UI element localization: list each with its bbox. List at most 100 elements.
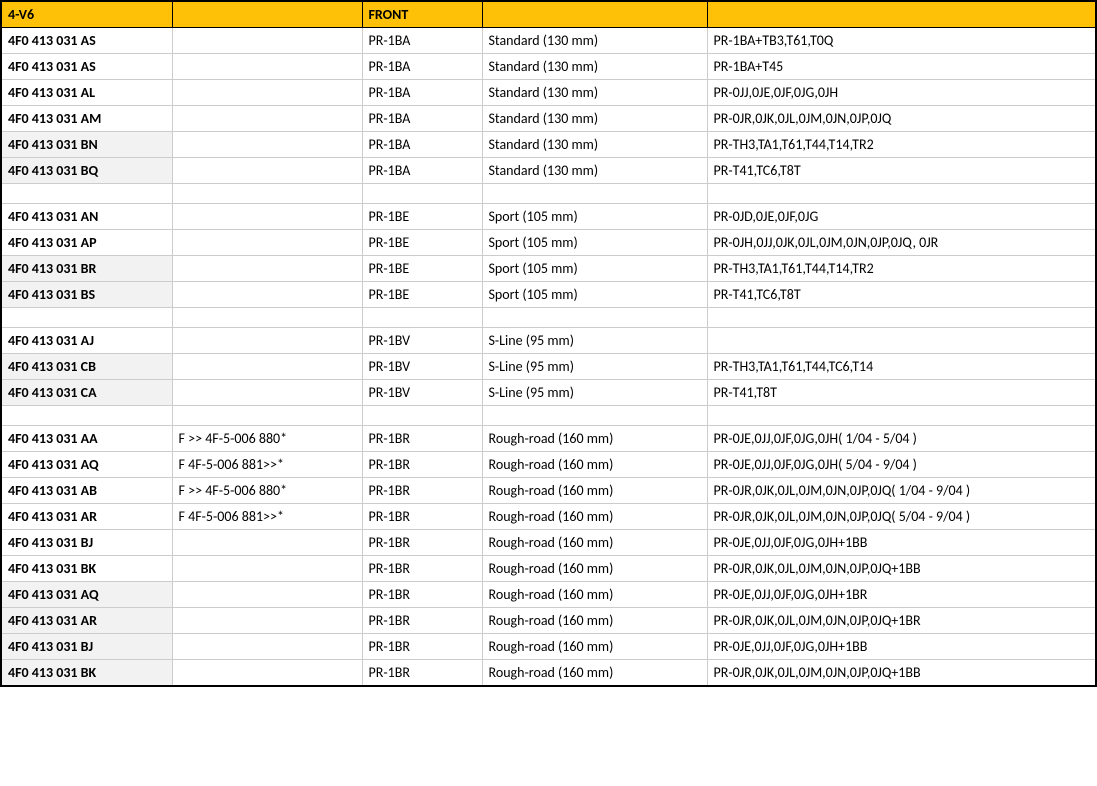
spec-cell: Standard (130 mm) (482, 132, 707, 158)
spec-cell: Standard (130 mm) (482, 106, 707, 132)
notes-cell (707, 406, 1095, 426)
notes-cell: PR-0JE,0JJ,0JF,0JG,0JH( 1/04 - 5/04 ) (707, 426, 1095, 452)
part-number-cell: 4F0 413 031 AS (2, 28, 172, 54)
part-number-cell: 4F0 413 031 BK (2, 660, 172, 686)
part-number-cell: 4F0 413 031 AP (2, 230, 172, 256)
range-cell (172, 406, 362, 426)
spec-cell: Sport (105 mm) (482, 230, 707, 256)
table-row: 4F0 413 031 APPR-1BESport (105 mm)PR-0JH… (2, 230, 1095, 256)
header-col3: FRONT (362, 2, 482, 28)
spec-cell: Rough-road (160 mm) (482, 608, 707, 634)
header-col2 (172, 2, 362, 28)
spec-cell: Sport (105 mm) (482, 282, 707, 308)
table-row: 4F0 413 031 ARPR-1BRRough-road (160 mm)P… (2, 608, 1095, 634)
pr-code-cell: PR-1BA (362, 28, 482, 54)
part-number-cell: 4F0 413 031 BK (2, 556, 172, 582)
pr-code-cell: PR-1BR (362, 660, 482, 686)
spec-cell: Rough-road (160 mm) (482, 478, 707, 504)
part-number-cell: 4F0 413 031 BR (2, 256, 172, 282)
range-cell (172, 158, 362, 184)
part-number-cell: 4F0 413 031 CB (2, 354, 172, 380)
range-cell (172, 328, 362, 354)
notes-cell: PR-T41,TC6,T8T (707, 158, 1095, 184)
table-row: 4F0 413 031 CBPR-1BVS-Line (95 mm)PR-TH3… (2, 354, 1095, 380)
pr-code-cell: PR-1BR (362, 634, 482, 660)
table-row: 4F0 413 031 CAPR-1BVS-Line (95 mm)PR-T41… (2, 380, 1095, 406)
spec-cell: Standard (130 mm) (482, 158, 707, 184)
part-number-cell: 4F0 413 031 BJ (2, 530, 172, 556)
range-cell (172, 28, 362, 54)
spec-cell (482, 406, 707, 426)
table-row: 4F0 413 031 AQPR-1BRRough-road (160 mm)P… (2, 582, 1095, 608)
pr-code-cell: PR-1BA (362, 106, 482, 132)
pr-code-cell: PR-1BR (362, 582, 482, 608)
range-cell (172, 204, 362, 230)
spec-cell: S-Line (95 mm) (482, 354, 707, 380)
range-cell: F >> 4F-5-006 880* (172, 426, 362, 452)
range-cell: F 4F-5-006 881>>* (172, 504, 362, 530)
notes-cell: PR-0JD,0JE,0JF,0JG (707, 204, 1095, 230)
header-col5 (707, 2, 1095, 28)
range-cell (172, 634, 362, 660)
parts-table-container: 4-V6 FRONT 4F0 413 031 ASPR-1BAStandard … (0, 0, 1097, 687)
spec-cell: Rough-road (160 mm) (482, 504, 707, 530)
range-cell (172, 256, 362, 282)
part-number-cell: 4F0 413 031 AQ (2, 582, 172, 608)
notes-cell: PR-TH3,TA1,T61,T44,T14,TR2 (707, 256, 1095, 282)
range-cell (172, 308, 362, 328)
notes-cell (707, 328, 1095, 354)
pr-code-cell: PR-1BV (362, 354, 482, 380)
spec-cell: Standard (130 mm) (482, 28, 707, 54)
notes-cell: PR-0JR,0JK,0JL,0JM,0JN,0JP,0JQ+1BR (707, 608, 1095, 634)
part-number-cell: 4F0 413 031 BS (2, 282, 172, 308)
range-cell (172, 80, 362, 106)
table-header: 4-V6 FRONT (2, 2, 1095, 28)
part-number-cell: 4F0 413 031 CA (2, 380, 172, 406)
part-number-cell: 4F0 413 031 BJ (2, 634, 172, 660)
table-row: 4F0 413 031 BJ PR-1BRRough-road (160 mm)P… (2, 530, 1095, 556)
pr-code-cell (362, 406, 482, 426)
part-number-cell (2, 308, 172, 328)
pr-code-cell: PR-1BR (362, 530, 482, 556)
part-number-cell: 4F0 413 031 AL (2, 80, 172, 106)
part-number-cell: 4F0 413 031 AJ (2, 328, 172, 354)
notes-cell (707, 184, 1095, 204)
notes-cell: PR-0JE,0JJ,0JF,0JG,0JH+1BB (707, 530, 1095, 556)
notes-cell: PR-0JE,0JJ,0JF,0JG,0JH+1BR (707, 582, 1095, 608)
pr-code-cell: PR-1BA (362, 54, 482, 80)
table-row: 4F0 413 031 AQF 4F-5-006 881>>*PR-1BRRou… (2, 452, 1095, 478)
part-number-cell: 4F0 413 031 AR (2, 504, 172, 530)
table-row (2, 308, 1095, 328)
part-number-cell: 4F0 413 031 BN (2, 132, 172, 158)
table-body: 4F0 413 031 ASPR-1BAStandard (130 mm)PR-… (2, 28, 1095, 686)
pr-code-cell: PR-1BA (362, 80, 482, 106)
spec-cell: Rough-road (160 mm) (482, 530, 707, 556)
pr-code-cell: PR-1BA (362, 132, 482, 158)
pr-code-cell (362, 184, 482, 204)
notes-cell: PR-1BA+T45 (707, 54, 1095, 80)
table-row: 4F0 413 031 BNPR-1BAStandard (130 mm)PR-… (2, 132, 1095, 158)
table-row: 4F0 413 031 AJPR-1BVS-Line (95 mm) (2, 328, 1095, 354)
notes-cell: PR-0JR,0JK,0JL,0JM,0JN,0JP,0JQ+1BB (707, 660, 1095, 686)
range-cell (172, 556, 362, 582)
pr-code-cell: PR-1BA (362, 158, 482, 184)
notes-cell: PR-0JJ,0JE,0JF,0JG,0JH (707, 80, 1095, 106)
notes-cell: PR-1BA+TB3,T61,T0Q (707, 28, 1095, 54)
table-row: 4F0 413 031 BSPR-1BESport (105 mm)PR-T41… (2, 282, 1095, 308)
part-number-cell: 4F0 413 031 AA (2, 426, 172, 452)
pr-code-cell: PR-1BR (362, 608, 482, 634)
pr-code-cell: PR-1BE (362, 256, 482, 282)
part-number-cell: 4F0 413 031 AM (2, 106, 172, 132)
spec-cell: Standard (130 mm) (482, 80, 707, 106)
pr-code-cell: PR-1BE (362, 204, 482, 230)
table-row (2, 184, 1095, 204)
pr-code-cell: PR-1BR (362, 452, 482, 478)
notes-cell: PR-0JR,0JK,0JL,0JM,0JN,0JP,0JQ (707, 106, 1095, 132)
pr-code-cell: PR-1BE (362, 230, 482, 256)
notes-cell: PR-T41,TC6,T8T (707, 282, 1095, 308)
notes-cell: PR-0JR,0JK,0JL,0JM,0JN,0JP,0JQ( 1/04 - 9… (707, 478, 1095, 504)
range-cell: F >> 4F-5-006 880* (172, 478, 362, 504)
spec-cell: Rough-road (160 mm) (482, 452, 707, 478)
spec-cell: Rough-road (160 mm) (482, 556, 707, 582)
table-row: 4F0 413 031 AM PR-1BAStandard (130 mm)PR-… (2, 106, 1095, 132)
